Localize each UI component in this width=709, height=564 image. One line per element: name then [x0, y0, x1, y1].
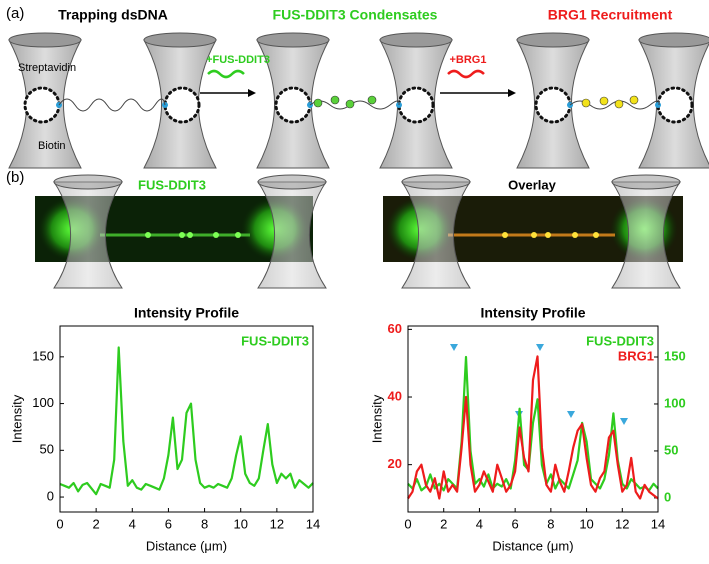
y2-tick-label: 100: [664, 395, 686, 410]
trap-top: [516, 32, 590, 48]
image-trap-top: [257, 174, 327, 190]
legend-entry: BRG1: [618, 348, 654, 363]
x-tick-label: 4: [129, 516, 136, 531]
annotation: Streptavidin: [18, 62, 76, 74]
data-line: [407, 355, 659, 492]
x-tick-label: 14: [306, 516, 320, 531]
trap-top: [256, 32, 330, 48]
y-tick-label: 50: [40, 442, 54, 457]
image-trap: [257, 181, 327, 289]
y2-tick-label: 0: [664, 489, 671, 504]
x-tick-label: 4: [476, 516, 483, 531]
image-trap: [401, 181, 471, 289]
y-tick-label: 0: [47, 488, 54, 503]
trap-top: [638, 32, 709, 48]
image-trap-top: [401, 174, 471, 190]
panel-label: (a): [6, 5, 24, 22]
y-axis-label: Intensity: [9, 394, 24, 443]
annotation: +FUS-DDIT3: [206, 54, 270, 66]
bead: [23, 86, 61, 124]
x-tick-label: 6: [165, 516, 172, 531]
data-line: [407, 355, 659, 500]
traps: [8, 32, 709, 169]
x-tick-label: 6: [512, 516, 519, 531]
image-traps: [53, 174, 681, 289]
image-trap-top: [53, 174, 123, 190]
bead: [534, 86, 572, 124]
y-tick-label: 100: [32, 395, 54, 410]
image-title: FUS-DDIT3: [138, 177, 206, 192]
y-tick-label: 150: [32, 348, 54, 363]
x-tick-label: 14: [651, 516, 665, 531]
x-tick-label: 8: [547, 516, 554, 531]
x-tick-label: 0: [56, 516, 63, 531]
step-title: BRG1 Recruitment: [548, 7, 673, 23]
trap-top: [8, 32, 82, 48]
x-tick-label: 10: [233, 516, 247, 531]
image-title: Overlay: [508, 177, 556, 192]
arrow-head: [248, 89, 256, 97]
x-tick-label: 8: [201, 516, 208, 531]
step-title: FUS-DDIT3 Condensates: [273, 7, 438, 23]
chart-title: Intensity Profile: [134, 305, 239, 321]
image: [35, 196, 683, 273]
x-tick-label: 2: [93, 516, 100, 531]
image-trap-top: [611, 174, 681, 190]
x-tick-label: 10: [579, 516, 593, 531]
bead: [656, 86, 694, 124]
y-tick-label: 40: [388, 388, 402, 403]
y-tick-label: 60: [388, 321, 402, 336]
dna: [309, 100, 400, 110]
x-tick-label: 12: [615, 516, 629, 531]
squiggle: [207, 69, 245, 79]
y-axis-label: Intensity: [369, 394, 384, 443]
condensates: [313, 95, 639, 109]
y-tick-label: 20: [388, 456, 402, 471]
bead: [274, 86, 312, 124]
data-line: [59, 346, 314, 496]
dna: [58, 98, 166, 112]
x-axis-label: Distance (μm): [492, 538, 573, 553]
trap-top: [379, 32, 453, 48]
annotation: +BRG1: [450, 54, 487, 66]
x-tick-label: 0: [404, 516, 411, 531]
image-trap: [611, 181, 681, 289]
bead: [397, 86, 435, 124]
legend-entry: FUS-DDIT3: [586, 333, 654, 348]
biotin: [655, 102, 661, 108]
image-trap: [53, 181, 123, 289]
squiggle: [447, 69, 485, 79]
panel-label: (b): [6, 169, 24, 186]
bead: [163, 86, 201, 124]
x-tick-label: 2: [440, 516, 447, 531]
legend-entry: FUS-DDIT3: [241, 333, 309, 348]
step-title: Trapping dsDNA: [58, 7, 168, 23]
trap-top: [143, 32, 217, 48]
arrow-head: [508, 89, 516, 97]
annotation: Biotin: [38, 140, 66, 152]
x-axis-label: Distance (μm): [146, 538, 227, 553]
y2-tick-label: 150: [664, 348, 686, 363]
chart-title: Intensity Profile: [480, 305, 585, 321]
x-tick-label: 12: [270, 516, 284, 531]
plot-frame: [59, 325, 314, 513]
plot-frame: [407, 325, 659, 513]
y2-tick-label: 50: [664, 442, 678, 457]
